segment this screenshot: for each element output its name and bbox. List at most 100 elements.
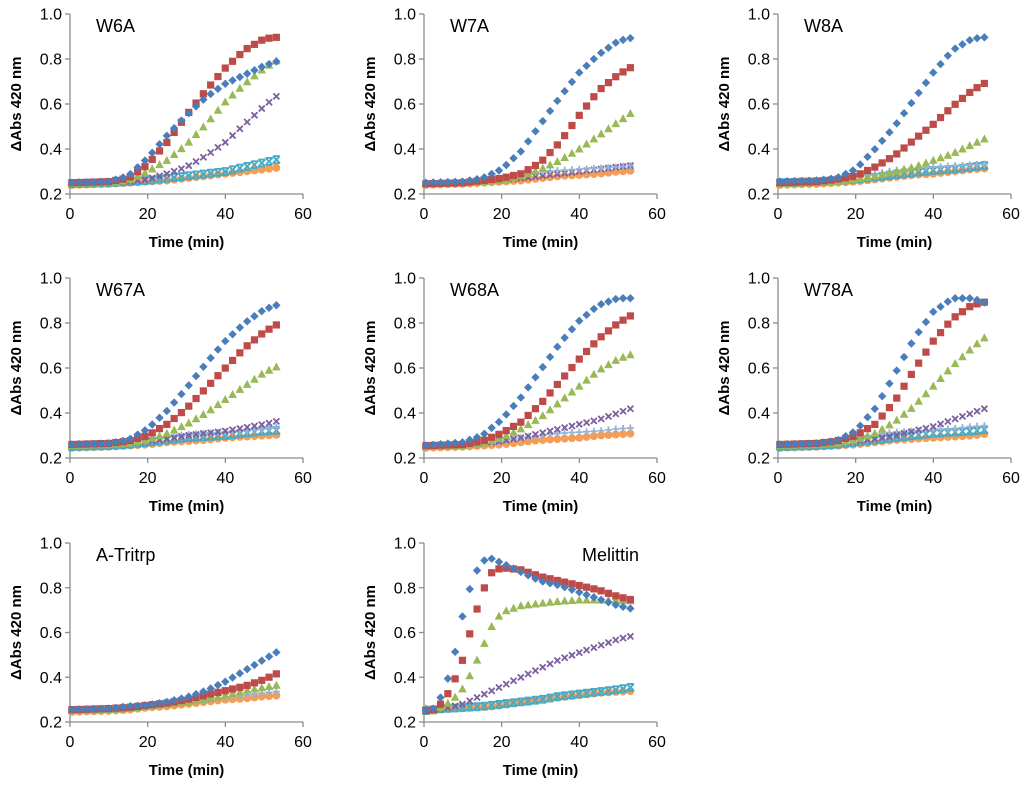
data-point-x	[466, 697, 474, 705]
x-tick-label: 60	[648, 734, 666, 751]
data-point-square	[561, 132, 569, 140]
data-point-square	[597, 587, 605, 595]
x-tick-label: 40	[216, 470, 234, 487]
data-point-plus	[590, 164, 598, 172]
data-point-x	[597, 641, 605, 649]
data-point-triangle	[162, 155, 172, 164]
data-point-diamond	[184, 381, 193, 390]
data-point-x	[207, 429, 215, 437]
x-tick-label: 60	[294, 206, 312, 223]
data-point-x	[272, 92, 280, 100]
data-point-triangle	[574, 595, 584, 604]
data-point-square	[272, 670, 280, 678]
data-point-diamond	[567, 325, 577, 334]
data-point-triangle	[877, 424, 887, 433]
data-point-diamond	[611, 600, 620, 610]
data-point-square	[561, 578, 569, 586]
data-point-triangle	[965, 345, 975, 354]
data-point-diamond	[553, 580, 562, 590]
data-point-star	[611, 685, 620, 695]
y-tick-label: 0.6	[40, 625, 62, 642]
data-point-diamond	[589, 593, 599, 602]
data-point-triangle	[458, 684, 467, 693]
x-axis-title: Time (min)	[149, 498, 225, 515]
chart-panel-w6a: 0.2 0.4 0.6 0.8 1.0 0 20 40 60 Time (min) ΔAbs 420…	[8, 7, 312, 252]
data-point-x	[228, 131, 237, 140]
data-point-diamond	[155, 140, 164, 149]
data-point-triangle	[228, 90, 237, 99]
data-point-x	[612, 636, 620, 644]
data-point-square	[148, 429, 156, 437]
data-point-diamond	[177, 389, 186, 399]
data-point-triangle	[950, 147, 960, 156]
y-tick-label: 0.2	[748, 451, 770, 468]
data-point-x	[944, 417, 952, 426]
data-point-star	[567, 690, 577, 700]
data-point-triangle	[242, 77, 252, 86]
data-point-x	[243, 423, 251, 431]
data-point-square	[871, 163, 879, 171]
data-point-square	[619, 68, 627, 76]
data-point-diamond	[480, 429, 489, 438]
data-point-square	[922, 348, 930, 356]
data-point-triangle	[501, 606, 511, 615]
data-point-square	[958, 308, 967, 316]
data-point-x	[473, 693, 481, 702]
data-point-diamond	[560, 582, 569, 592]
data-point-triangle	[509, 427, 518, 436]
data-point-diamond	[950, 294, 960, 303]
data-point-square	[243, 342, 251, 350]
data-point-diamond	[199, 687, 208, 696]
data-point-plus	[561, 429, 569, 437]
data-point-star	[582, 688, 591, 698]
data-point-x	[517, 673, 525, 681]
y-tick-label: 0.6	[394, 625, 416, 642]
data-point-square	[582, 583, 591, 591]
data-point-diamond	[126, 702, 135, 711]
x-tick-label: 20	[847, 206, 865, 223]
data-point-star	[921, 429, 931, 439]
series-diamond	[67, 648, 281, 714]
data-point-x	[170, 434, 178, 442]
data-point-diamond	[228, 673, 237, 682]
data-point-diamond	[797, 439, 807, 449]
chart-panel-w67a: 0.2 0.4 0.6 0.8 1.0 0 20 40 60 Time (min) ΔAbs 420…	[8, 271, 312, 516]
data-point-x	[936, 420, 945, 428]
data-point-star	[191, 170, 201, 180]
data-point-triangle	[553, 399, 562, 408]
data-point-square	[885, 404, 894, 412]
data-point-diamond	[199, 95, 208, 104]
data-point-star	[553, 692, 562, 702]
data-point-square	[863, 166, 872, 175]
data-point-square	[561, 372, 569, 380]
data-point-x	[148, 174, 156, 182]
data-point-square	[236, 50, 244, 59]
data-point-star	[538, 694, 547, 704]
data-point-diamond	[82, 439, 91, 449]
x-tick-label: 40	[924, 206, 942, 223]
data-point-diamond	[516, 567, 526, 577]
data-point-circle	[597, 431, 606, 440]
data-point-triangle	[980, 333, 989, 342]
data-point-diamond	[213, 680, 223, 690]
y-tick-label: 0.4	[394, 142, 416, 159]
data-point-diamond	[162, 697, 172, 707]
x-tick-label: 60	[648, 470, 666, 487]
data-point-square	[192, 394, 200, 403]
data-point-diamond	[790, 176, 799, 186]
data-point-x	[893, 431, 901, 439]
data-point-square	[900, 382, 908, 390]
y-axis-title: ΔAbs 420 nm	[8, 585, 25, 680]
data-point-diamond	[509, 401, 518, 411]
data-point-diamond	[819, 175, 828, 184]
data-point-x	[272, 417, 280, 426]
y-tick-label: 0.2	[40, 187, 62, 204]
x-tick-label: 40	[570, 206, 588, 223]
data-point-square	[207, 379, 215, 387]
data-point-square	[539, 397, 547, 405]
data-point-square	[966, 88, 974, 97]
data-point-diamond	[804, 176, 814, 185]
x-axis-title: Time (min)	[503, 498, 579, 515]
data-point-triangle	[228, 389, 237, 398]
data-point-star	[257, 158, 266, 168]
